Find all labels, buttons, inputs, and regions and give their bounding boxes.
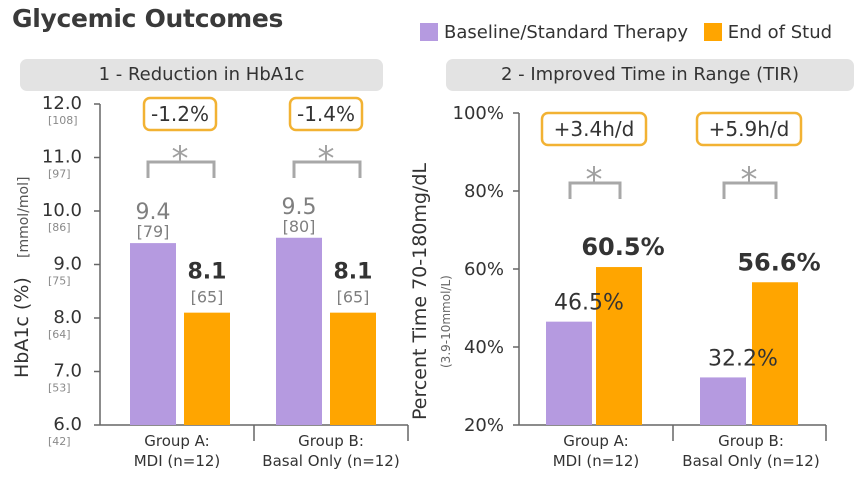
tir-significance-asterisk: * (586, 160, 603, 200)
panel-title-tir: 2 - Improved Time in Range (TIR) (446, 59, 854, 91)
hba1c-y-axis-label: HbA1c (%) (11, 277, 33, 378)
tir-significance-bracket (568, 181, 622, 199)
hba1c-ytick-mmol: [86] (48, 221, 71, 234)
tir-ytick-label: 40% (464, 337, 504, 358)
hba1c-change-callout-box (288, 96, 364, 132)
tir-bar-baseline (546, 321, 592, 425)
hba1c-bar-baseline (276, 237, 322, 425)
hba1c-ytick-mmol: [97] (48, 168, 71, 181)
panel-title-hba1c: 1 - Reduction in HbA1c (20, 59, 383, 91)
hba1c-ytick-mmol: [108] (48, 114, 78, 127)
hba1c-change-callout-box (142, 96, 218, 132)
tir-ytick-label: 80% (464, 181, 504, 202)
tir-y-axis-sublabel: (3.9-10mmol/L) (439, 275, 453, 368)
tir-category-label: Basal Only (n=12) (682, 452, 819, 470)
hba1c-ytick-label: 10.0 (42, 200, 82, 221)
hba1c-significance-bracket (146, 160, 216, 178)
tir-significance-bracket (722, 181, 778, 199)
hba1c-ytick-label: 9.0 (53, 254, 82, 275)
hba1c-mmol-label-baseline: [80] (283, 217, 316, 236)
hba1c-mmol-label-end: [65] (191, 288, 224, 307)
hba1c-category-label: Group B: (298, 432, 364, 450)
hba1c-ytick-label: 11.0 (42, 147, 82, 168)
legend-item-end: End of Stud (703, 22, 833, 43)
tir-y-axis-label: Percent Time 70-180mg/dL (409, 163, 431, 420)
hba1c-ytick-label: 7.0 (53, 361, 82, 382)
tir-change-callout-label: +3.4h/d (554, 117, 635, 141)
legend-swatch-baseline (420, 23, 438, 41)
tir-category-label: Group B: (718, 432, 784, 450)
tir-ytick-label: 20% (464, 415, 504, 436)
tir-ytick-label: 100% (453, 103, 504, 124)
tir-change-callout-box (540, 111, 648, 147)
hba1c-mmol-label-baseline: [79] (137, 222, 170, 241)
tir-ytick-label: 60% (464, 259, 504, 280)
hba1c-y-axis-unit: [mmol/mol] (16, 177, 32, 258)
tir-change-callout-box (695, 111, 803, 147)
tir-change-callout-label: +5.9h/d (709, 117, 790, 141)
tir-significance-asterisk: * (741, 160, 758, 200)
tir-bar-end (596, 267, 642, 425)
hba1c-ytick-mmol: [64] (48, 328, 71, 341)
hba1c-value-label-end: 8.1 (188, 260, 227, 285)
hba1c-category-label: Basal Only (n=12) (262, 452, 399, 470)
hba1c-value-label-baseline: 9.5 (282, 195, 317, 220)
tir-value-label-baseline: 32.2% (708, 346, 778, 371)
hba1c-change-callout-label: -1.4% (297, 102, 355, 126)
hba1c-significance-asterisk: * (318, 139, 335, 179)
hba1c-value-label-baseline: 9.4 (136, 200, 171, 225)
hba1c-bar-end (184, 312, 230, 425)
legend-swatch-end (703, 23, 722, 41)
hba1c-ytick-label: 6.0 (53, 414, 82, 435)
tir-bar-end (752, 282, 798, 425)
hba1c-value-label-end: 8.1 (334, 260, 373, 285)
hba1c-change-callout-label: -1.2% (151, 102, 209, 126)
hba1c-ytick-label: 8.0 (53, 307, 82, 328)
hba1c-ytick-mmol: [42] (48, 435, 71, 448)
legend-label-end: End of Stud (727, 22, 833, 43)
hba1c-ytick-label: 12.0 (42, 93, 82, 114)
hba1c-ytick-mmol: [75] (48, 275, 71, 288)
legend-label-baseline: Baseline/Standard Therapy (444, 22, 688, 43)
hba1c-category-label: Group A: (144, 432, 210, 450)
hba1c-ytick-mmol: [53] (48, 382, 71, 395)
tir-value-label-baseline: 46.5% (554, 291, 624, 316)
hba1c-significance-bracket (292, 160, 362, 178)
legend-item-baseline: Baseline/Standard Therapy (420, 22, 688, 43)
tir-bar-baseline (700, 377, 746, 425)
tir-value-label-end: 56.6% (737, 248, 820, 276)
hba1c-bar-baseline (130, 243, 176, 425)
hba1c-significance-asterisk: * (172, 139, 189, 179)
hba1c-mmol-label-end: [65] (337, 288, 370, 307)
chart-legend: Baseline/Standard Therapy End of Stud (420, 22, 842, 43)
hba1c-bar-end (330, 312, 376, 425)
tir-category-label: Group A: (563, 432, 629, 450)
page-title: Glycemic Outcomes (12, 4, 284, 33)
hba1c-category-label: MDI (n=12) (134, 452, 221, 470)
tir-category-label: MDI (n=12) (553, 452, 640, 470)
tir-value-label-end: 60.5% (581, 233, 664, 261)
